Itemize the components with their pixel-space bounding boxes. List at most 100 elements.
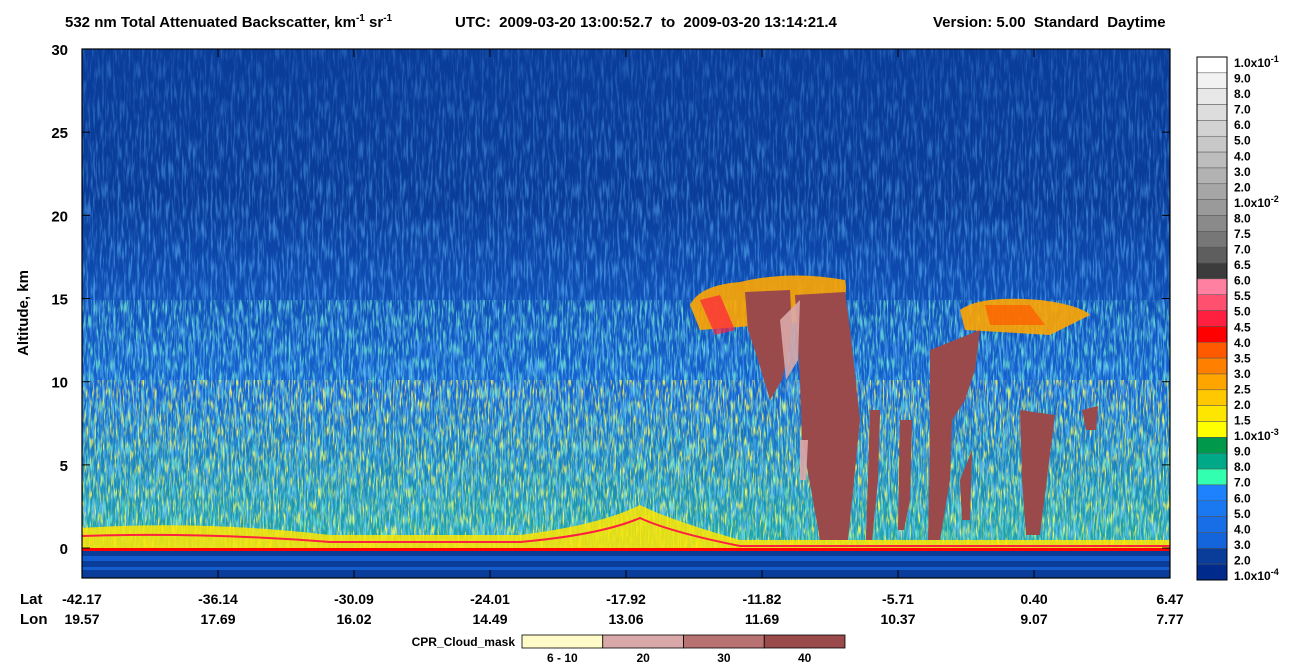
lat-tick-label: -30.09 bbox=[334, 591, 374, 607]
colorbar-bin bbox=[1196, 563, 1228, 581]
colorbar-bin bbox=[1196, 231, 1228, 248]
colorbar-label: 6.0 bbox=[1234, 118, 1251, 132]
colorbar-bin bbox=[1196, 278, 1228, 295]
y-tick-label: 30 bbox=[51, 42, 68, 59]
utc-range: UTC: 2009-03-20 13:00:52.7 to 2009-03-20… bbox=[455, 14, 838, 31]
colorbar-bin bbox=[1196, 262, 1228, 280]
lat-tick-label: -36.14 bbox=[198, 591, 238, 607]
lon-tick-label: 10.37 bbox=[880, 611, 915, 627]
colorbar-bin bbox=[1196, 294, 1228, 311]
cloud-mask-swatch bbox=[683, 634, 765, 649]
cloud-mask-title: CPR_Cloud_mask bbox=[412, 635, 516, 649]
title-text: 532 nm Total Attenuated Backscatter, km bbox=[65, 14, 356, 31]
chart-title: 532 nm Total Attenuated Backscatter, km-… bbox=[65, 13, 393, 31]
colorbar-bin bbox=[1196, 326, 1228, 343]
lon-label: Lon bbox=[20, 611, 48, 628]
colorbar-label: 4.5 bbox=[1234, 320, 1251, 334]
colorbar-bin bbox=[1196, 72, 1228, 89]
colorbar-bin bbox=[1196, 421, 1228, 438]
colorbar-label: 3.0 bbox=[1234, 367, 1251, 381]
backscatter-image bbox=[82, 49, 1170, 578]
y-tick-label: 10 bbox=[51, 375, 68, 392]
colorbar-bin bbox=[1196, 437, 1228, 454]
y-tick-label: 20 bbox=[51, 208, 68, 225]
colorbar-label-exp: -3 bbox=[1271, 427, 1279, 437]
colorbar-label: 8.0 bbox=[1234, 460, 1251, 474]
colorbar-label: 6.0 bbox=[1234, 491, 1251, 505]
cloud-mask-swatch bbox=[521, 634, 604, 649]
title-superscript: -1 bbox=[383, 13, 392, 24]
lon-tick-label: 7.77 bbox=[1156, 611, 1183, 627]
lat-tick-label: 0.40 bbox=[1020, 591, 1047, 607]
title-text: sr bbox=[365, 14, 384, 31]
colorbar-bin bbox=[1196, 500, 1228, 517]
lat-label: Lat bbox=[20, 591, 43, 608]
lon-tick-label: 14.49 bbox=[472, 611, 507, 627]
lat-tick-label: -11.82 bbox=[743, 591, 782, 607]
lat-tick-label: 6.47 bbox=[1156, 591, 1183, 607]
colorbar-bin bbox=[1196, 104, 1228, 121]
colorbar-bin bbox=[1196, 405, 1228, 422]
colorbar-bin bbox=[1196, 357, 1228, 375]
colorbar-label: 3.0 bbox=[1234, 165, 1251, 179]
colorbar-label-base: 1.0x10 bbox=[1234, 429, 1271, 443]
cloud-mask-label: 40 bbox=[798, 651, 812, 665]
colorbar-bin bbox=[1196, 56, 1228, 74]
colorbar-bin bbox=[1196, 167, 1228, 185]
lat-tick-label: -42.17 bbox=[62, 591, 102, 607]
colorbar-bin bbox=[1196, 484, 1228, 502]
colorbar-label: 1.0x10-2 bbox=[1234, 194, 1279, 210]
colorbar-label: 4.0 bbox=[1234, 149, 1251, 163]
cloud-mask-label: 6 - 10 bbox=[547, 651, 578, 665]
colorbar-label: 8.0 bbox=[1234, 87, 1251, 101]
colorbar: 1.0x10-19.08.07.06.05.04.03.02.01.0x10-2… bbox=[1196, 54, 1279, 583]
colorbar-bin bbox=[1196, 373, 1228, 391]
y-tick-label: 5 bbox=[60, 458, 68, 475]
colorbar-label: 7.0 bbox=[1234, 243, 1251, 257]
colorbar-bin bbox=[1196, 246, 1228, 264]
cloud-mask-label: 20 bbox=[636, 651, 650, 665]
colorbar-label: 7.0 bbox=[1234, 476, 1251, 490]
colorbar-label: 3.5 bbox=[1234, 351, 1251, 365]
colorbar-bin bbox=[1196, 452, 1228, 470]
y-tick-label: 25 bbox=[51, 125, 68, 142]
y-tick-label: 0 bbox=[60, 541, 68, 558]
colorbar-label-exp: -1 bbox=[1271, 54, 1279, 64]
colorbar-label: 8.0 bbox=[1234, 211, 1251, 225]
colorbar-label-base: 1.0x10 bbox=[1234, 569, 1271, 583]
y-tick-label: 15 bbox=[51, 292, 68, 309]
colorbar-label-exp: -4 bbox=[1271, 567, 1279, 577]
colorbar-label: 3.0 bbox=[1234, 538, 1251, 552]
colorbar-frame bbox=[1196, 56, 1228, 581]
colorbar-bin bbox=[1196, 135, 1228, 153]
title-superscript: -1 bbox=[356, 13, 365, 24]
colorbar-bin bbox=[1196, 389, 1228, 406]
colorbar-label: 2.0 bbox=[1234, 553, 1251, 567]
colorbar-bin bbox=[1196, 342, 1228, 359]
colorbar-label: 7.5 bbox=[1234, 227, 1251, 241]
lon-tick-label: 13.06 bbox=[608, 611, 643, 627]
lon-tick-label: 11.69 bbox=[745, 611, 779, 627]
cloud-mask-legend: CPR_Cloud_mask 6 - 10 20 30 40 bbox=[412, 634, 846, 665]
colorbar-label: 5.0 bbox=[1234, 507, 1251, 521]
lat-tick-label: -24.01 bbox=[470, 591, 510, 607]
colorbar-bin bbox=[1196, 532, 1228, 549]
colorbar-bin bbox=[1196, 516, 1228, 533]
colorbar-label-exp: -2 bbox=[1271, 194, 1279, 204]
colorbar-bin bbox=[1196, 548, 1228, 565]
colorbar-label-base: 1.0x10 bbox=[1234, 56, 1271, 70]
colorbar-bin bbox=[1196, 468, 1228, 486]
colorbar-bin bbox=[1196, 199, 1228, 216]
colorbar-bin bbox=[1196, 88, 1228, 105]
colorbar-label: 5.0 bbox=[1234, 305, 1251, 319]
colorbar-label: 6.5 bbox=[1234, 258, 1251, 272]
cloud-mask-swatch bbox=[763, 634, 846, 649]
colorbar-bin bbox=[1196, 120, 1228, 137]
colorbar-bin bbox=[1196, 310, 1228, 327]
colorbar-bin bbox=[1196, 183, 1228, 200]
y-axis-label: Altitude, km bbox=[15, 270, 32, 356]
colorbar-label: 9.0 bbox=[1234, 72, 1251, 86]
colorbar-label: 1.0x10-4 bbox=[1234, 567, 1279, 583]
